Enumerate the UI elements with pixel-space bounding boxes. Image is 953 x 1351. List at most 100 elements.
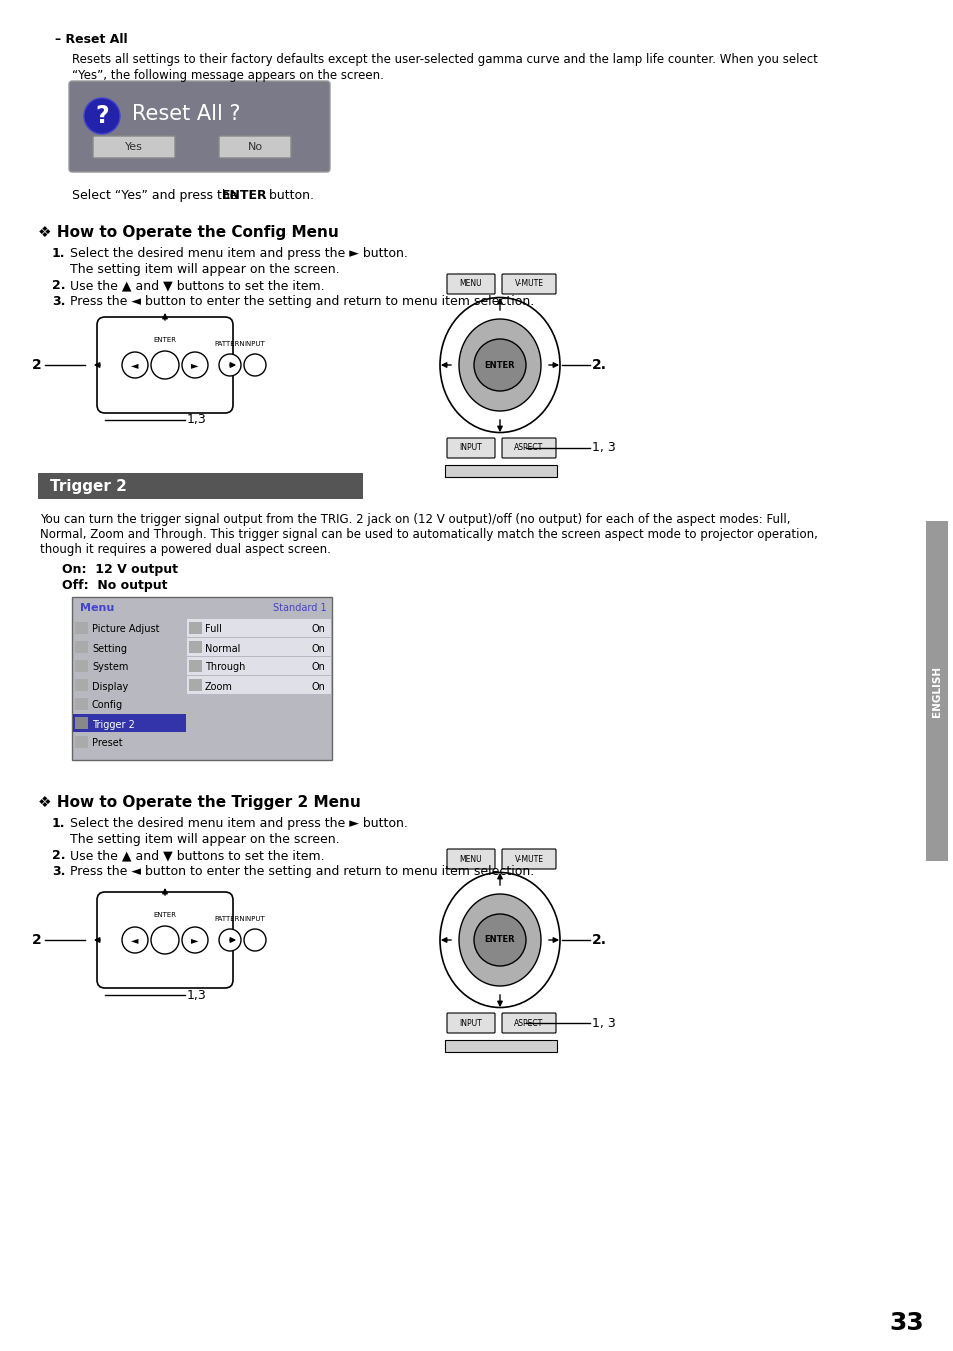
Text: Menu: Menu [80,603,114,613]
Text: ►: ► [191,359,198,370]
Text: Use the ▲ and ▼ buttons to set the item.: Use the ▲ and ▼ buttons to set the item. [70,848,324,862]
Text: Press the ◄ button to enter the setting and return to menu item selection.: Press the ◄ button to enter the setting … [70,865,534,878]
Text: 33: 33 [889,1310,923,1335]
Text: PATTERN: PATTERN [214,340,245,347]
Circle shape [219,354,241,376]
Text: ENTER: ENTER [222,189,268,203]
Text: ◄: ◄ [132,935,138,944]
Circle shape [151,351,179,380]
FancyBboxPatch shape [501,438,556,458]
Text: System: System [91,662,129,673]
FancyBboxPatch shape [187,676,331,694]
Text: Yes: Yes [125,142,143,153]
Text: Full: Full [205,624,222,635]
Text: On: On [312,643,326,654]
FancyBboxPatch shape [444,465,557,477]
FancyBboxPatch shape [501,274,556,295]
Text: ENTER: ENTER [484,935,515,944]
Circle shape [84,99,120,134]
Text: 2.: 2. [52,848,66,862]
Text: Trigger 2: Trigger 2 [91,720,134,730]
Text: 2.: 2. [592,358,606,372]
FancyBboxPatch shape [69,81,330,172]
FancyBboxPatch shape [75,621,88,634]
FancyBboxPatch shape [219,136,291,158]
Text: Reset All ?: Reset All ? [132,104,240,124]
FancyBboxPatch shape [447,274,495,295]
Text: 1,3: 1,3 [187,989,207,1001]
Text: MENU: MENU [459,854,482,863]
Text: ?: ? [95,104,109,128]
FancyBboxPatch shape [92,136,174,158]
FancyBboxPatch shape [75,661,88,671]
FancyBboxPatch shape [444,1040,557,1052]
Text: PATTERN: PATTERN [214,916,245,921]
Text: 2.: 2. [592,934,606,947]
Text: INPUT: INPUT [244,916,265,921]
Circle shape [474,339,525,390]
Text: ENTER: ENTER [484,361,515,370]
Circle shape [244,929,266,951]
FancyBboxPatch shape [97,892,233,988]
Text: Select the desired menu item and press the ► button.: Select the desired menu item and press t… [70,247,408,259]
Text: Standard 1: Standard 1 [274,603,327,613]
Text: ASPECT: ASPECT [514,1019,543,1028]
Text: 2: 2 [32,934,42,947]
Text: MENU: MENU [459,280,482,289]
Text: On: On [312,624,326,635]
Ellipse shape [439,873,559,1008]
Text: Normal, Zoom and Through. This trigger signal can be used to automatically match: Normal, Zoom and Through. This trigger s… [40,528,817,540]
FancyBboxPatch shape [189,661,202,671]
Text: button.: button. [265,189,314,203]
FancyBboxPatch shape [925,521,947,861]
Text: Display: Display [91,681,128,692]
FancyBboxPatch shape [38,473,363,499]
Ellipse shape [439,297,559,432]
FancyBboxPatch shape [447,848,495,869]
Text: No: No [247,142,262,153]
Circle shape [182,353,208,378]
Text: 1.: 1. [52,247,66,259]
Text: INPUT: INPUT [459,1019,482,1028]
Text: ◄: ◄ [132,359,138,370]
FancyBboxPatch shape [501,848,556,869]
FancyBboxPatch shape [187,657,331,676]
Text: Setting: Setting [91,643,127,654]
Text: Through: Through [205,662,245,673]
Text: ❖ How to Operate the Config Menu: ❖ How to Operate the Config Menu [38,226,338,240]
Circle shape [244,354,266,376]
Text: ASPECT: ASPECT [514,443,543,453]
Text: though it requires a powered dual aspect screen.: though it requires a powered dual aspect… [40,543,331,557]
Text: ►: ► [191,935,198,944]
Text: INPUT: INPUT [459,443,482,453]
Text: Zoom: Zoom [205,681,233,692]
FancyBboxPatch shape [97,317,233,413]
Text: V-MUTE: V-MUTE [514,854,543,863]
FancyBboxPatch shape [187,638,331,657]
Text: Press the ◄ button to enter the setting and return to menu item selection.: Press the ◄ button to enter the setting … [70,295,534,308]
Text: Normal: Normal [205,643,240,654]
Text: Preset: Preset [91,739,123,748]
Circle shape [122,353,148,378]
Text: 1,3: 1,3 [187,413,207,427]
Ellipse shape [458,319,540,411]
FancyBboxPatch shape [71,597,332,761]
FancyBboxPatch shape [501,1013,556,1034]
Text: 2: 2 [32,358,42,372]
Text: On: On [312,662,326,673]
Circle shape [219,929,241,951]
Text: 3.: 3. [52,865,66,878]
Text: 1, 3: 1, 3 [592,1016,615,1029]
Text: 1.: 1. [52,817,66,830]
Circle shape [182,927,208,952]
Text: “Yes”, the following message appears on the screen.: “Yes”, the following message appears on … [71,69,383,82]
Circle shape [474,915,525,966]
FancyBboxPatch shape [189,640,202,653]
FancyBboxPatch shape [75,640,88,653]
Text: Select the desired menu item and press the ► button.: Select the desired menu item and press t… [70,817,408,830]
Circle shape [151,925,179,954]
FancyBboxPatch shape [75,680,88,690]
Text: Trigger 2: Trigger 2 [50,478,127,493]
Text: V-MUTE: V-MUTE [514,280,543,289]
Text: On: On [312,681,326,692]
